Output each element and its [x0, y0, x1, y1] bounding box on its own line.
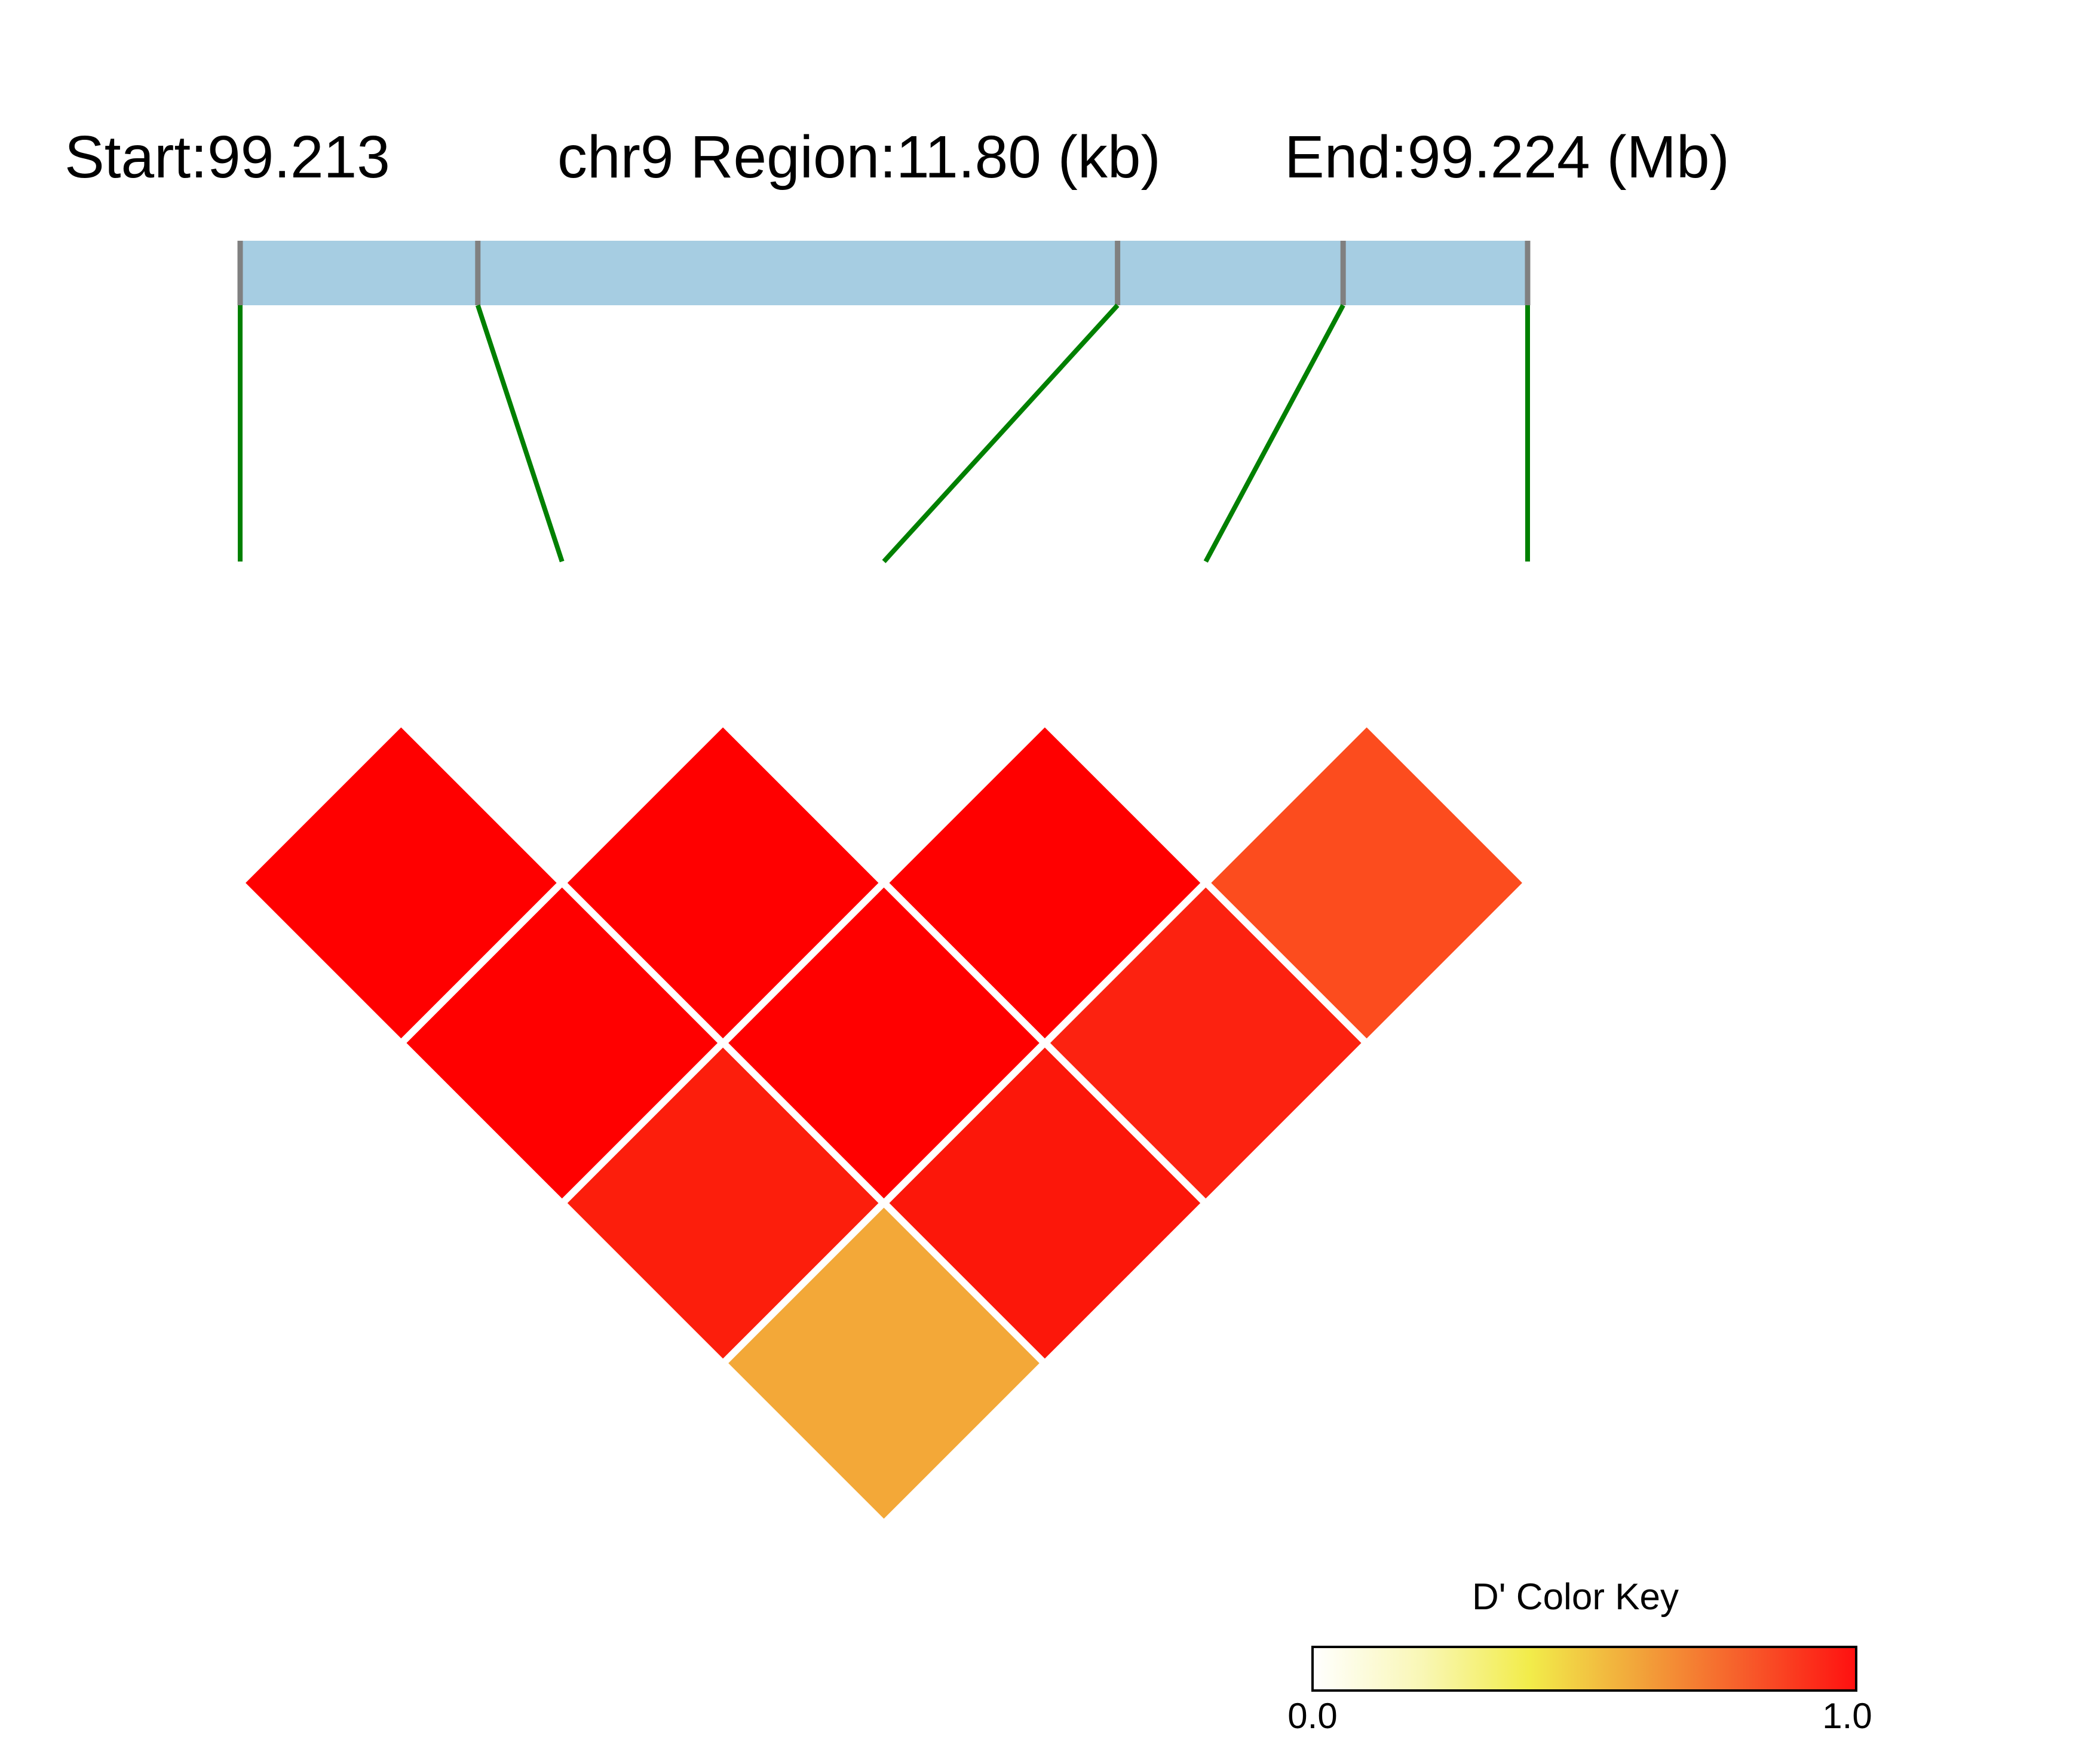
color-key: D' Color Key 0.0 1.0: [1287, 1576, 1872, 1736]
snp-connectors: [238, 303, 1530, 563]
color-key-max-label: 1.0: [1822, 1696, 1872, 1736]
snp-connector-3: [882, 303, 1120, 563]
region-bar: [240, 241, 1528, 305]
region-length-label: chr9 Region:11.80 (kb): [557, 124, 1161, 191]
color-key-bar: [1311, 1646, 1857, 1692]
color-key-min-label: 0.0: [1287, 1696, 1337, 1736]
ld-cell-1-5: [721, 1201, 1047, 1526]
snp-ticks: [237, 241, 1531, 305]
region-start-label: Start:99.213: [65, 124, 390, 191]
region-end-label: End:99.224 (Mb): [1284, 124, 1730, 191]
ld-cells: [238, 720, 1529, 1526]
color-key-title: D' Color Key: [1472, 1576, 1679, 1618]
snp-connector-2: [476, 304, 565, 563]
snp-connector-4: [1203, 304, 1345, 563]
